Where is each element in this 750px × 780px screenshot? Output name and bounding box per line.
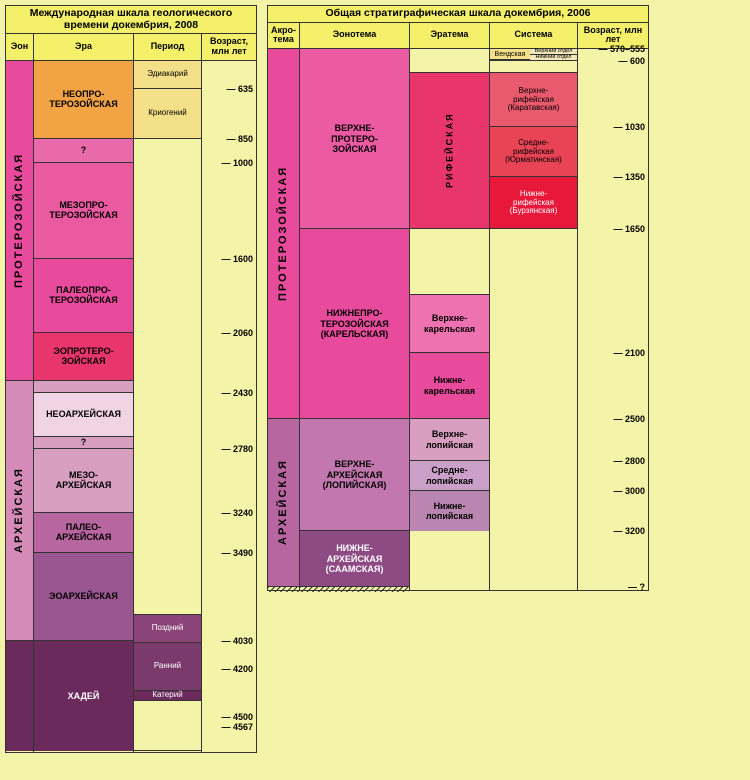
cell: Верхне- карельская — [410, 295, 489, 353]
age-mark: — 2060 — [221, 328, 253, 338]
eon-cell: АРХЕЙСКАЯ — [6, 381, 33, 641]
age-mark: — 635 — [226, 84, 253, 94]
vendskaya-cell: Вендская — [490, 49, 530, 60]
cell — [410, 229, 489, 295]
age-mark: — 850 — [226, 134, 253, 144]
cell — [410, 49, 489, 73]
age-mark: — 1600 — [221, 254, 253, 264]
left-chart: Международная шкала геологического време… — [5, 5, 257, 753]
akro-cell: АРХЕЙСКАЯ — [268, 419, 299, 587]
left-header-row: Эон Эра Период Возраст, млн лет — [5, 34, 257, 61]
right-chart: Общая стратиграфическая шкала докембрия,… — [267, 5, 649, 753]
cell: Криогений — [134, 89, 201, 139]
cell: Ранний — [134, 643, 201, 691]
age-column-right: — 570–555— 600— 1030— 1350— 1650— 2100— … — [578, 49, 648, 590]
sistema-column: ВендскаяВерхний отделНижний отделВерхне-… — [490, 49, 578, 590]
age-mark: — 2780 — [221, 444, 253, 454]
right-body: ПРОТЕРОЗОЙСКАЯАРХЕЙСКАЯ ВЕРХНЕ- ПРОТЕРО-… — [267, 49, 649, 591]
akro-column: ПРОТЕРОЗОЙСКАЯАРХЕЙСКАЯ — [268, 49, 300, 590]
right-title: Общая стратиграфическая шкала докембрия,… — [267, 5, 649, 23]
cell — [134, 701, 201, 751]
age-mark: — 4030 — [221, 636, 253, 646]
cell: ПАЛЕО- АРХЕЙСКАЯ — [34, 513, 133, 553]
age-mark: — ? — [628, 582, 645, 592]
cell: НЕОАРХЕЙСКАЯ — [34, 393, 133, 437]
cell: Средне- лопийская — [410, 461, 489, 491]
hdr-sistema: Система — [490, 23, 578, 49]
cell: НЕОПРО- ТЕРОЗОЙСКАЯ — [34, 61, 133, 139]
age-mark: — 3240 — [221, 508, 253, 518]
left-title: Международная шкала геологического време… — [5, 5, 257, 34]
age-mark: — 2100 — [613, 348, 645, 358]
cell: Эдиакарий — [134, 61, 201, 89]
age-mark: — 3000 — [613, 486, 645, 496]
cell: МЕЗОПРО- ТЕРОЗОЙСКАЯ — [34, 163, 133, 259]
cell: ВЕРХНЕ- АРХЕЙСКАЯ (ЛОПИЙСКАЯ) — [300, 419, 409, 531]
cell: Поздний — [134, 615, 201, 643]
eon-column: ПРОТЕРОЗОЙСКАЯАРХЕЙСКАЯ — [6, 61, 34, 752]
cell: НИЖНЕПРО- ТЕРОЗОЙСКАЯ (КАРЕЛЬСКАЯ) — [300, 229, 409, 419]
eratema-cell: РИФЕЙСКАЯ — [410, 73, 489, 229]
cell — [134, 139, 201, 615]
age-mark: — 570–555 — [598, 44, 645, 54]
eon-cell: ПРОТЕРОЗОЙСКАЯ — [6, 61, 33, 381]
hdr-eon: Эон — [6, 34, 34, 60]
cell: ПАЛЕОПРО- ТЕРОЗОЙСКАЯ — [34, 259, 133, 333]
cell: ЭОПРОТЕРО- ЗОЙСКАЯ — [34, 333, 133, 381]
eon-cell — [6, 641, 33, 751]
age-mark: — 4200 — [221, 664, 253, 674]
period-column: ЭдиакарийКриогений ПозднийРаннийКатерий — [134, 61, 202, 752]
eonotema-column: ВЕРХНЕ- ПРОТЕРО- ЗОЙСКАЯНИЖНЕПРО- ТЕРОЗО… — [300, 49, 410, 590]
age-mark: — 600 — [618, 56, 645, 66]
hdr-period: Период — [134, 34, 202, 60]
cell: Средне- рифейская (Юрматинская) — [490, 127, 577, 177]
cell — [490, 61, 577, 73]
cell — [34, 381, 133, 393]
age-mark: — 1650 — [613, 224, 645, 234]
age-mark: — 2800 — [613, 456, 645, 466]
age-mark: — 1000 — [221, 158, 253, 168]
eratema-column: РИФЕЙСКАЯ Верхне- карельскаяНижне- карель… — [410, 49, 490, 590]
cell: НИЖНЕ- АРХЕЙСКАЯ (СААМСКАЯ) — [300, 531, 409, 587]
cell: Верхне- рифейская (Каратавская) — [490, 73, 577, 127]
age-mark: — 2430 — [221, 388, 253, 398]
hdr-eonotema: Эонотема — [300, 23, 410, 49]
right-header-row: Акро- тема Эонотема Эратема Система Возр… — [267, 23, 649, 50]
cell: Верхне- лопийская — [410, 419, 489, 461]
hdr-eratema: Эратема — [410, 23, 490, 49]
age-mark: — 1030 — [613, 122, 645, 132]
akro-cell: ПРОТЕРОЗОЙСКАЯ — [268, 49, 299, 419]
left-body: ПРОТЕРОЗОЙСКАЯАРХЕЙСКАЯ НЕОПРО- ТЕРОЗОЙС… — [5, 61, 257, 753]
age-column: — 635 — 850 — 1000 — 1600 — 2060 — 2430 — 2780… — [202, 61, 256, 752]
cell: Нижне- лопийская — [410, 491, 489, 531]
cell: Нижне- карельская — [410, 353, 489, 419]
cell: ? — [34, 139, 133, 163]
cell: ? — [34, 437, 133, 449]
era-column: НЕОПРО- ТЕРОЗОЙСКАЯ?МЕЗОПРО- ТЕРОЗОЙСКАЯ… — [34, 61, 134, 752]
age-mark: — 4567 — [221, 722, 253, 732]
hdr-era: Эра — [34, 34, 134, 60]
hdr-age: Возраст, млн лет — [202, 34, 256, 60]
cell: ХАДЕЙ — [34, 641, 133, 751]
cell: Катерий — [134, 691, 201, 701]
cell: ВЕРХНЕ- ПРОТЕРО- ЗОЙСКАЯ — [300, 49, 409, 229]
age-mark: — 1350 — [613, 172, 645, 182]
inset-cell: Нижний отдел — [530, 55, 577, 61]
age-mark: — 3200 — [613, 526, 645, 536]
cell: МЕЗО- АРХЕЙСКАЯ — [34, 449, 133, 513]
cell: Нижне- рифейская (Бурзянская) — [490, 177, 577, 229]
hdr-akro: Акро- тема — [268, 23, 300, 49]
age-mark: — 4500 — [221, 712, 253, 722]
age-mark: — 3490 — [221, 548, 253, 558]
age-mark: — 2500 — [613, 414, 645, 424]
cell: ЭОАРХЕЙСКАЯ — [34, 553, 133, 641]
